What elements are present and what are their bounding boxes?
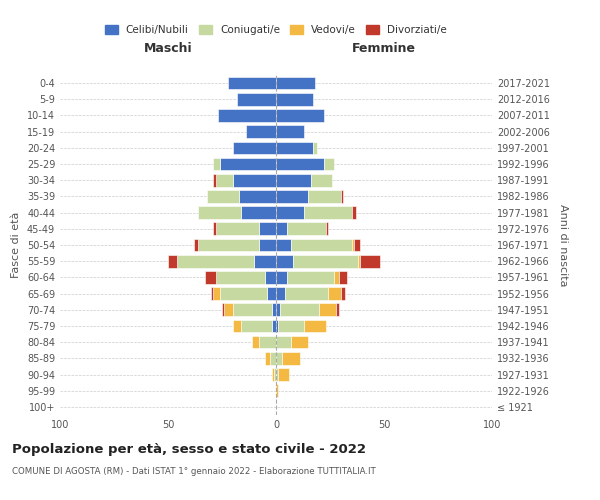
Bar [323,158,334,170]
Bar [220,288,268,300]
Bar [278,368,289,381]
Bar [214,222,215,235]
Bar [222,304,224,316]
Bar [218,109,276,122]
Bar [276,271,287,283]
Bar [304,206,352,219]
Bar [276,238,291,252]
Text: Popolazione per età, sesso e stato civile - 2022: Popolazione per età, sesso e stato civil… [12,442,366,456]
Bar [283,352,300,364]
Bar [252,336,259,348]
Bar [233,304,272,316]
Bar [220,158,276,170]
Bar [284,288,328,300]
Bar [224,304,233,316]
Bar [265,352,269,364]
Bar [272,368,274,381]
Bar [265,271,276,283]
Bar [272,304,276,316]
Bar [276,93,313,106]
Bar [233,174,276,186]
Bar [259,222,276,235]
Bar [194,238,198,252]
Bar [276,126,304,138]
Bar [233,320,241,332]
Bar [358,255,360,268]
Legend: Celibi/Nubili, Coniugati/e, Vedovi/e, Divorziati/e: Celibi/Nubili, Coniugati/e, Vedovi/e, Di… [101,20,451,40]
Bar [276,336,291,348]
Bar [291,336,308,348]
Bar [272,320,276,332]
Bar [215,271,265,283]
Bar [328,288,341,300]
Bar [168,255,176,268]
Bar [259,238,276,252]
Text: Femmine: Femmine [352,42,416,55]
Bar [176,255,254,268]
Bar [274,368,276,381]
Bar [276,77,315,90]
Bar [237,93,276,106]
Bar [326,222,328,235]
Bar [214,288,220,300]
Bar [268,288,276,300]
Bar [276,158,323,170]
Bar [198,238,259,252]
Bar [352,206,356,219]
Bar [215,174,233,186]
Bar [308,190,341,202]
Bar [304,320,326,332]
Bar [233,142,276,154]
Bar [291,238,352,252]
Text: COMUNE DI AGOSTA (RM) - Dati ISTAT 1° gennaio 2022 - Elaborazione TUTTITALIA.IT: COMUNE DI AGOSTA (RM) - Dati ISTAT 1° ge… [12,468,376,476]
Bar [278,320,304,332]
Bar [211,288,214,300]
Bar [287,222,326,235]
Bar [239,190,276,202]
Bar [269,352,276,364]
Text: Maschi: Maschi [143,42,193,55]
Bar [276,142,313,154]
Bar [276,384,278,397]
Y-axis label: Anni di nascita: Anni di nascita [558,204,568,286]
Bar [280,304,319,316]
Bar [276,190,308,202]
Bar [207,190,239,202]
Bar [319,304,337,316]
Bar [334,271,338,283]
Bar [276,320,278,332]
Bar [338,271,347,283]
Bar [337,304,338,316]
Bar [276,304,280,316]
Bar [287,271,334,283]
Bar [276,288,284,300]
Bar [205,271,215,283]
Bar [276,222,287,235]
Bar [276,368,278,381]
Bar [254,255,276,268]
Bar [354,238,360,252]
Bar [198,206,241,219]
Bar [311,174,332,186]
Bar [352,238,354,252]
Y-axis label: Fasce di età: Fasce di età [11,212,21,278]
Bar [214,174,215,186]
Bar [276,109,323,122]
Bar [276,174,311,186]
Bar [229,77,276,90]
Bar [293,255,358,268]
Bar [259,336,276,348]
Bar [241,206,276,219]
Bar [276,255,293,268]
Bar [341,190,343,202]
Bar [241,320,272,332]
Bar [276,352,283,364]
Bar [215,222,259,235]
Bar [214,158,220,170]
Bar [341,288,345,300]
Bar [246,126,276,138]
Bar [276,206,304,219]
Bar [360,255,380,268]
Bar [313,142,317,154]
